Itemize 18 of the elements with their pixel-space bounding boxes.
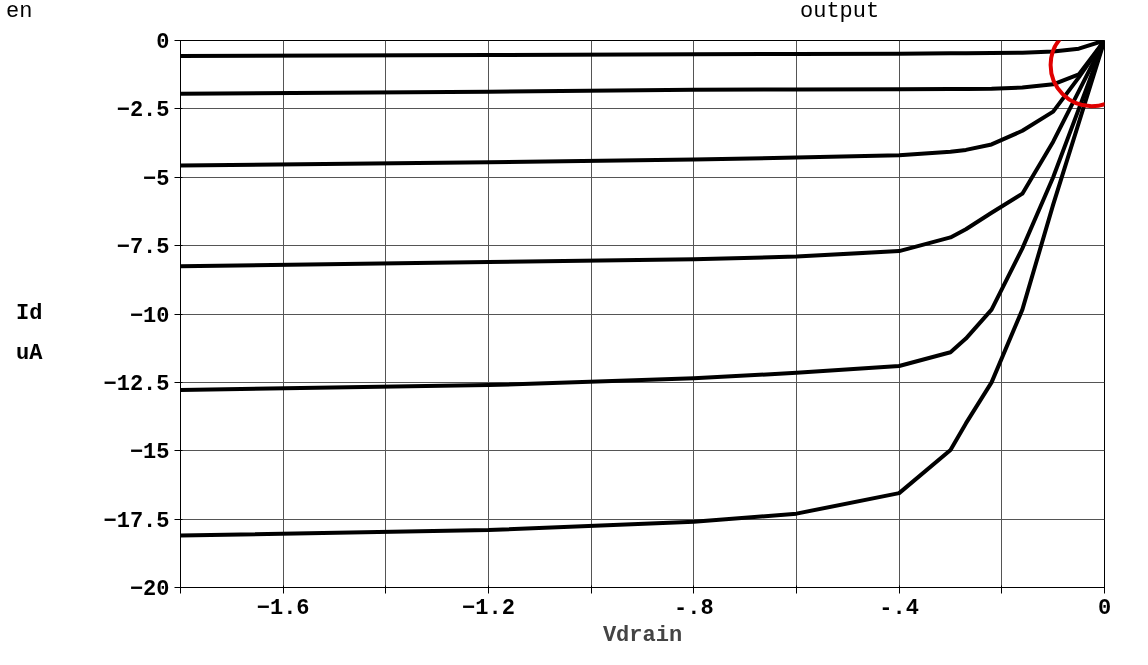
y-tick-label: −17.5 (103, 508, 170, 534)
y-tick-label: −10 (129, 303, 170, 329)
chart-title: output (800, 0, 880, 24)
x-tick-label: -.8 (674, 595, 714, 621)
y-tick-label: −15 (129, 440, 170, 466)
x-tick-label: -.4 (879, 595, 919, 621)
text: en (6, 0, 33, 24)
x-tick-label: −1.2 (462, 595, 515, 621)
x-tick-label: 0 (1097, 595, 1112, 621)
y-tick-label: −20 (129, 577, 170, 602)
y-axis-title: Id uA (16, 300, 43, 368)
y-tick-label: −5 (143, 166, 170, 192)
x-tick-label: −1.6 (256, 595, 310, 621)
y-tick-label: −12.5 (103, 371, 170, 397)
y-tick-label: −2.5 (116, 98, 170, 124)
x-axis-title: Vdrain (602, 622, 683, 648)
y-tick-label: −7.5 (116, 235, 170, 261)
y-tick-label: 0 (156, 30, 170, 55)
